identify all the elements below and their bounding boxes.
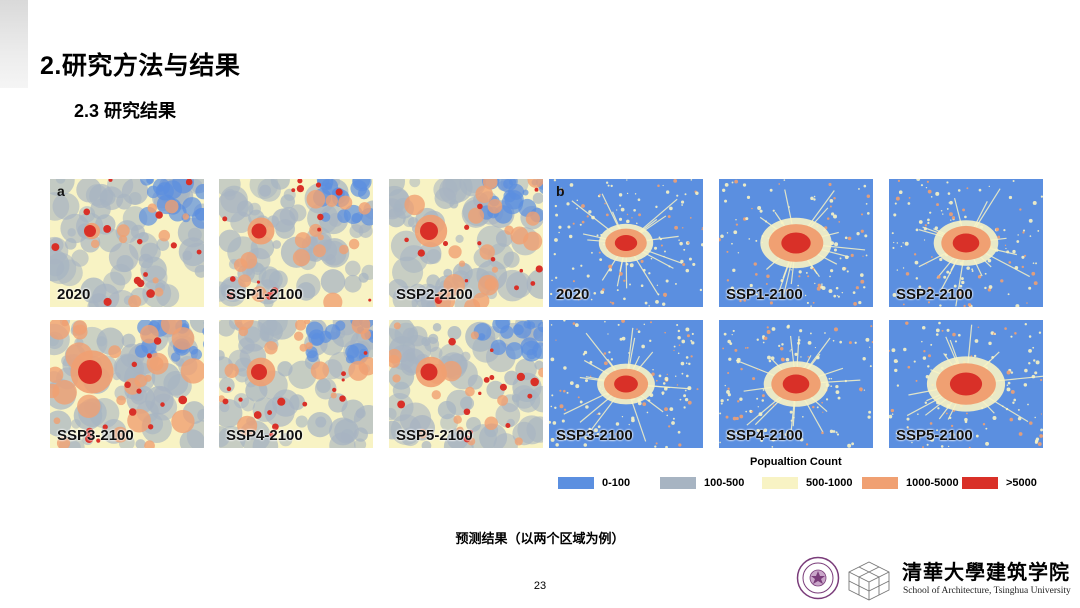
map-panel-a-4: SSP3-2100 — [50, 320, 204, 448]
panel-label: SSP1-2100 — [726, 286, 803, 303]
figure-b-label: b — [556, 183, 565, 199]
legend-label: 500-1000 — [806, 477, 853, 489]
legend-item: 0-100 — [558, 476, 630, 490]
map-panel-b-1: b 2020 — [549, 179, 703, 307]
figure-caption: 预测结果（以两个区域为例） — [455, 531, 625, 546]
map-panel-b-4: SSP3-2100 — [549, 320, 703, 448]
map-panel-a-6: SSP5-2100 — [389, 320, 543, 448]
map-image — [219, 320, 373, 448]
university-seal-logo — [796, 556, 840, 600]
map-image — [50, 320, 204, 448]
map-panel-b-2: SSP1-2100 — [719, 179, 873, 307]
map-panel-b-5: SSP4-2100 — [719, 320, 873, 448]
map-panel-b-6: SSP5-2100 — [889, 320, 1043, 448]
legend-swatch — [660, 477, 696, 489]
legend-item: >5000 — [962, 476, 1037, 490]
map-panel-a-5: SSP4-2100 — [219, 320, 373, 448]
panel-label: SSP4-2100 — [726, 427, 803, 444]
map-panel-b-3: SSP2-2100 — [889, 179, 1043, 307]
legend-label: 0-100 — [602, 477, 631, 489]
slide-title: 2.研究方法与结果 — [40, 52, 241, 80]
figure-a-label: a — [57, 183, 65, 199]
panel-label: SSP5-2100 — [896, 427, 973, 444]
map-image — [549, 179, 703, 307]
panel-label: SSP2-2100 — [896, 286, 973, 303]
panel-label: 2020 — [556, 286, 590, 303]
map-image — [219, 179, 373, 307]
legend-swatch — [962, 477, 998, 489]
map-image — [50, 179, 204, 307]
legend-swatch — [762, 477, 798, 489]
map-image — [719, 179, 873, 307]
legend-swatch — [862, 477, 898, 489]
map-image — [889, 179, 1043, 307]
architecture-cube-logo — [848, 561, 890, 601]
legend-label: 100-500 — [704, 477, 745, 489]
legend-label: 1000-5000 — [906, 477, 959, 489]
panel-label: SSP3-2100 — [57, 427, 134, 444]
legend-item: 100-500 — [660, 476, 744, 490]
map-image — [889, 320, 1043, 448]
panel-label: SSP3-2100 — [556, 427, 633, 444]
map-image — [549, 320, 703, 448]
map-panel-a-2: SSP1-2100 — [219, 179, 373, 307]
map-image — [389, 179, 543, 307]
map-image — [719, 320, 873, 448]
map-panel-a-1: a 2020 — [50, 179, 204, 307]
legend-item: 500-1000 — [762, 476, 853, 490]
school-name-english: School of Architecture, Tsinghua Univers… — [903, 586, 1071, 596]
legend-label: >5000 — [1006, 477, 1037, 489]
legend-item: 1000-5000 — [862, 476, 959, 490]
panel-label: SSP1-2100 — [226, 286, 303, 303]
corner-decoration — [0, 0, 28, 88]
panel-label: SSP5-2100 — [396, 427, 473, 444]
panel-label: SSP4-2100 — [226, 427, 303, 444]
map-image — [389, 320, 543, 448]
panel-label: SSP2-2100 — [396, 286, 473, 303]
legend-swatch — [558, 477, 594, 489]
map-panel-a-3: SSP2-2100 — [389, 179, 543, 307]
slide-subtitle: 2.3 研究结果 — [74, 101, 177, 121]
page-number: 23 — [533, 580, 547, 592]
school-name-chinese: 清華大學建筑学院 — [902, 560, 1070, 584]
legend-title: Popualtion Count — [750, 456, 842, 468]
panel-label: 2020 — [57, 286, 91, 303]
